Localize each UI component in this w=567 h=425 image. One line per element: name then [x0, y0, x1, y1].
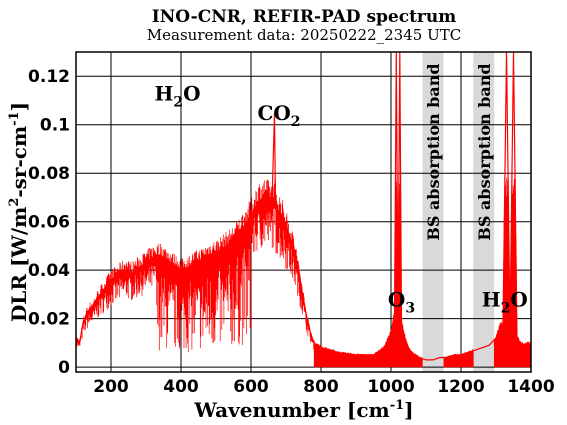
chart-subtitle: Measurement data: 20250222_2345 UTC	[147, 26, 461, 44]
x-tick-label: 1000	[367, 377, 414, 397]
y-tick-label: 0.08	[28, 164, 70, 184]
y-axis-label: DLR [W/m2-sr-cm-1]	[7, 102, 31, 322]
x-tick-label: 1200	[437, 377, 484, 397]
y-tick-label: 0.1	[40, 116, 70, 136]
spectrum-line-detail	[75, 177, 531, 368]
spectrum-line	[75, 51, 532, 361]
series-group	[75, 51, 532, 368]
absorption-bands: BS absorption band BS absorption band	[422, 52, 495, 372]
y-tick-label: 0.12	[28, 67, 70, 87]
tick-labels: 200 400 600 800 1000 1200 1400 0 0.02 0.04 0.06 0.0…	[28, 67, 555, 397]
annotations: H2O CO2 O3 H2O	[154, 81, 527, 316]
annotation-label: H2O	[154, 81, 200, 110]
y-tick-label: 0	[58, 358, 70, 378]
x-tick-label: 400	[163, 377, 199, 397]
annotation-label: CO2	[257, 101, 300, 130]
absorption-band-2	[473, 52, 495, 372]
x-tick-label: 200	[93, 377, 129, 397]
band-label: BS absorption band	[424, 63, 443, 240]
y-tick-label: 0.06	[28, 213, 70, 233]
annotation-label: O3	[388, 288, 415, 317]
absorption-band-1	[422, 52, 444, 372]
band-label: BS absorption band	[475, 63, 494, 240]
plot-frame	[75, 51, 532, 373]
y-tick-label: 0.04	[28, 261, 70, 281]
y-tick-label: 0.02	[28, 310, 70, 330]
x-axis-label: Wavenumber [cm-1]	[193, 398, 413, 422]
x-tick-label: 600	[233, 377, 269, 397]
x-tick-label: 800	[303, 377, 339, 397]
x-tick-label: 1400	[507, 377, 554, 397]
grid	[76, 52, 532, 372]
plot-border	[75, 51, 532, 373]
annotation-label: H2O	[482, 288, 528, 317]
chart-title: INO-CNR, REFIR-PAD spectrum	[152, 7, 456, 27]
